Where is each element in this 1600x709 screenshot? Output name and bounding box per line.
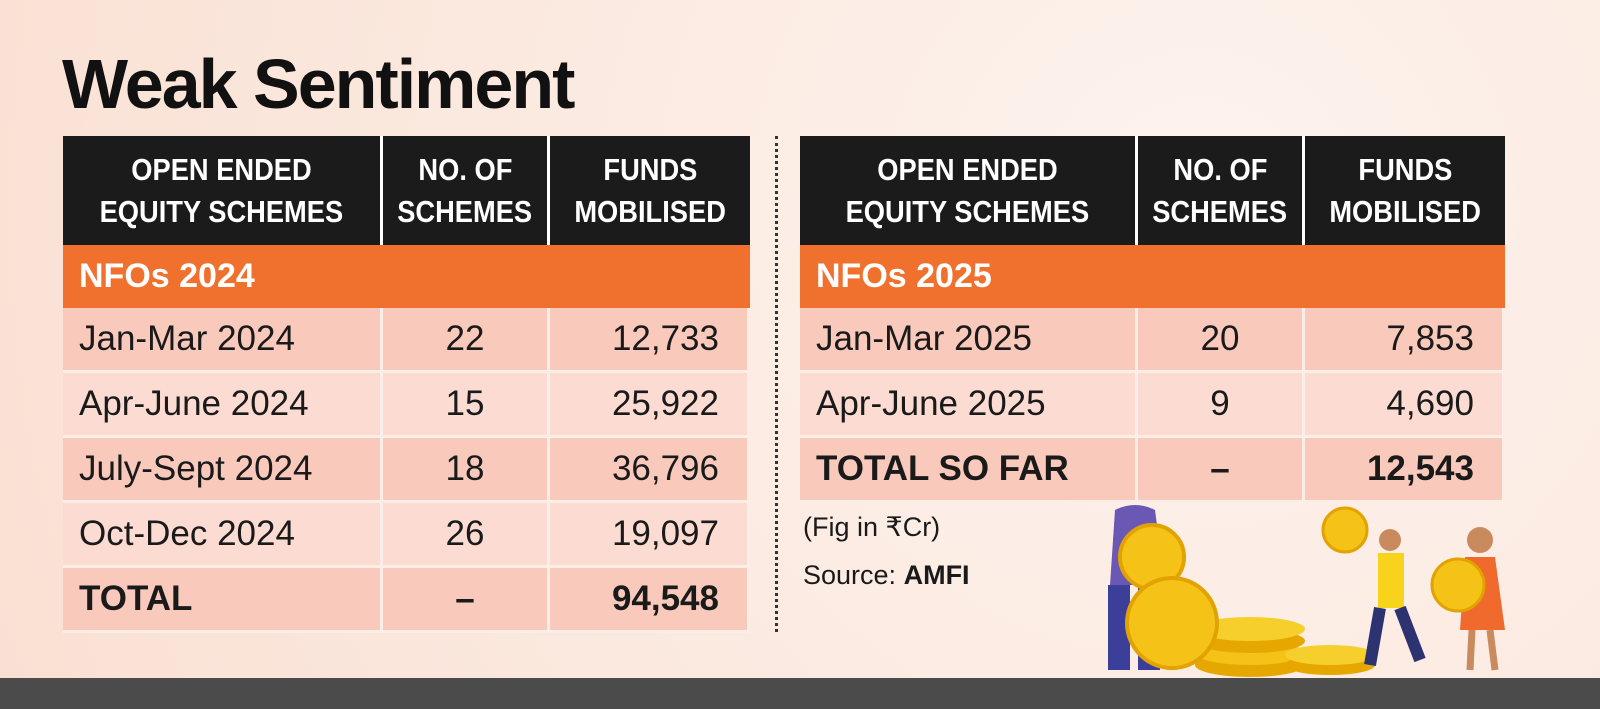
coin bbox=[1321, 506, 1369, 554]
header-cell: NO. OF SCHEMES bbox=[383, 136, 550, 245]
title: Weak Sentiment bbox=[62, 45, 575, 123]
table-cell: 12,733 bbox=[550, 308, 750, 373]
source-value: AMFI bbox=[903, 560, 970, 590]
coin bbox=[1125, 576, 1219, 670]
header-cell: FUNDS MOBILISED bbox=[1305, 136, 1505, 245]
table-cell: TOTAL bbox=[63, 568, 383, 633]
header-line: OPEN ENDED bbox=[131, 151, 312, 187]
section-band: NFOs 2025 bbox=[800, 245, 1505, 308]
table-cell: 18 bbox=[383, 438, 550, 503]
table-cell: Apr-June 2024 bbox=[63, 373, 383, 438]
header-cell: FUNDS MOBILISED bbox=[550, 136, 750, 245]
table-cell: 26 bbox=[383, 503, 550, 568]
header-line: MOBILISED bbox=[1329, 193, 1481, 229]
coin bbox=[1430, 557, 1486, 613]
table-cell: 19,097 bbox=[550, 503, 750, 568]
divider bbox=[775, 136, 778, 632]
table-cell: Jan-Mar 2025 bbox=[800, 308, 1138, 373]
bottom-bar bbox=[0, 678, 1600, 709]
table-cell: 94,548 bbox=[550, 568, 750, 633]
table-cell: 12,543 bbox=[1305, 438, 1505, 503]
table-cell: 22 bbox=[383, 308, 550, 373]
source-label: Source: bbox=[803, 560, 897, 590]
source: Source: AMFI bbox=[803, 560, 970, 591]
header-line: NO. OF bbox=[1173, 151, 1267, 187]
coin-stack bbox=[1195, 617, 1375, 677]
table-cell: 4,690 bbox=[1305, 373, 1505, 438]
table-cell: – bbox=[383, 568, 550, 633]
table-cell: Apr-June 2025 bbox=[800, 373, 1138, 438]
table-cell: Oct-Dec 2024 bbox=[63, 503, 383, 568]
table-cell: 7,853 bbox=[1305, 308, 1505, 373]
section-band: NFOs 2024 bbox=[63, 245, 750, 308]
table-cell: July-Sept 2024 bbox=[63, 438, 383, 503]
table-cell: 36,796 bbox=[550, 438, 750, 503]
header-line: SCHEMES bbox=[1152, 193, 1288, 229]
header-cell: OPEN ENDED EQUITY SCHEMES bbox=[63, 136, 383, 245]
table-cell: TOTAL SO FAR bbox=[800, 438, 1138, 503]
table-cell: 15 bbox=[383, 373, 550, 438]
header-cell: OPEN ENDED EQUITY SCHEMES bbox=[800, 136, 1138, 245]
table-cell: 20 bbox=[1138, 308, 1305, 373]
table-cell: – bbox=[1138, 438, 1305, 503]
table-cell: 25,922 bbox=[550, 373, 750, 438]
header-line: NO. OF bbox=[418, 151, 512, 187]
header-line: OPEN ENDED bbox=[877, 151, 1058, 187]
table-cell: Jan-Mar 2024 bbox=[63, 308, 383, 373]
note: (Fig in ₹Cr) bbox=[803, 512, 941, 542]
header-line: FUNDS bbox=[603, 151, 697, 187]
header-cell: NO. OF SCHEMES bbox=[1138, 136, 1305, 245]
header-line: MOBILISED bbox=[574, 193, 726, 229]
header-line: EQUITY SCHEMES bbox=[845, 193, 1090, 229]
table-cell: 9 bbox=[1138, 373, 1305, 438]
header-line: SCHEMES bbox=[397, 193, 533, 229]
header-line: FUNDS bbox=[1358, 151, 1452, 187]
person-boy bbox=[1364, 529, 1426, 667]
header-line: EQUITY SCHEMES bbox=[99, 193, 344, 229]
